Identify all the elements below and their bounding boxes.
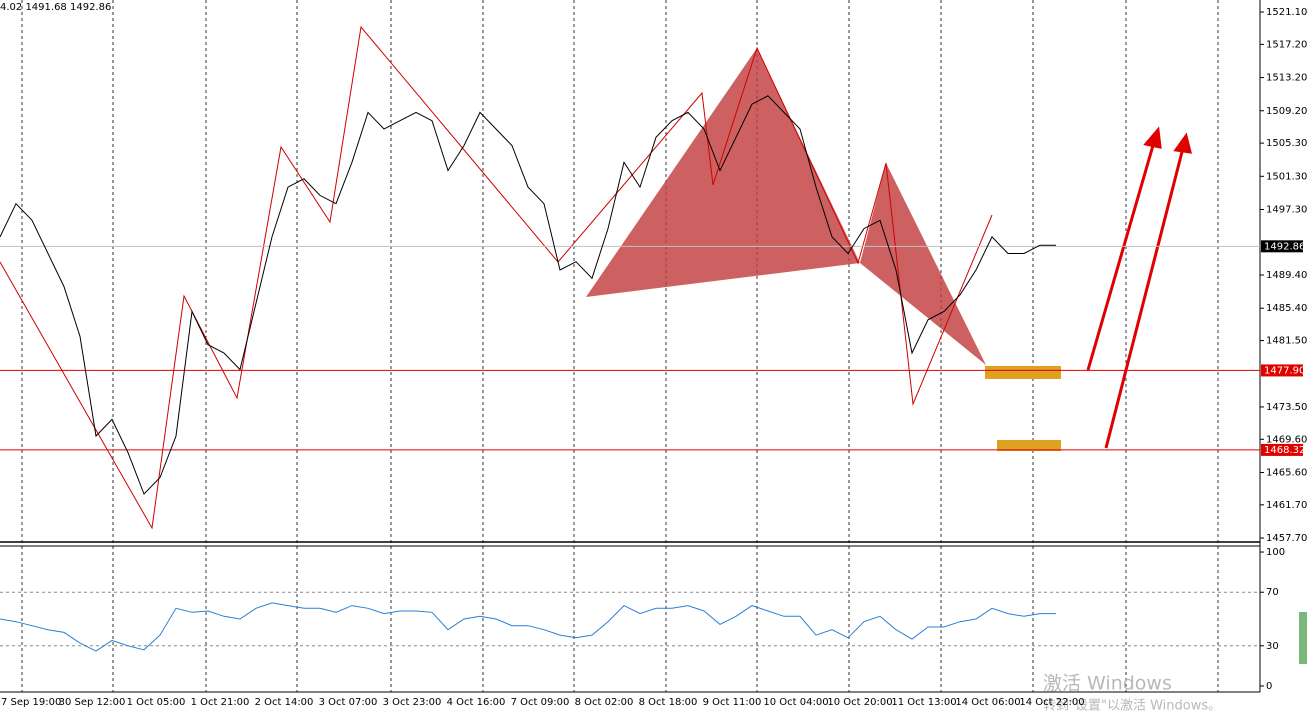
y-tick-label: 1497.30 — [1266, 204, 1307, 215]
side-widget — [1299, 612, 1307, 664]
x-tick-label: 8 Oct 18:00 — [639, 697, 698, 708]
price-line — [0, 95, 1056, 495]
y-tick-label: 0 — [1266, 681, 1272, 692]
arrowhead — [1173, 132, 1192, 154]
price-level-label: 1468.32 — [1264, 445, 1305, 456]
y-tick-label: 1465.60 — [1266, 467, 1307, 478]
y-tick-label: 100 — [1266, 547, 1285, 558]
x-tick-label: 14 Oct 06:00 — [955, 697, 1020, 708]
x-tick-label: 3 Oct 07:00 — [319, 697, 378, 708]
rsi-line — [0, 602, 1056, 652]
y-tick-label: 1457.70 — [1266, 533, 1307, 544]
arrows — [1086, 126, 1192, 449]
x-tick-label: 11 Oct 13:00 — [891, 697, 956, 708]
x-tick-label: 3 Oct 23:00 — [383, 697, 442, 708]
x-tick-label: 7 Oct 09:00 — [511, 697, 570, 708]
price-label-bg — [1261, 364, 1303, 377]
y-tick-label: 1517.20 — [1266, 39, 1307, 50]
x-tick-label: 1 Oct 05:00 — [127, 697, 186, 708]
arrowhead — [1143, 126, 1162, 149]
target-zone — [997, 440, 1061, 451]
y-tick-label: 1473.50 — [1266, 402, 1307, 413]
x-tick-label: 10 Oct 20:00 — [827, 697, 892, 708]
y-tick-label: 30 — [1266, 641, 1279, 652]
y-tick-label: 1481.50 — [1266, 336, 1307, 347]
pattern-triangle — [586, 48, 860, 297]
x-tick-label: 10 Oct 04:00 — [763, 697, 828, 708]
price-label-bg — [1261, 240, 1303, 253]
y-tick-label: 1469.60 — [1266, 434, 1307, 445]
x-tick-label: 2 Oct 14:00 — [255, 697, 314, 708]
x-tick-label: 4 Oct 16:00 — [447, 697, 506, 708]
y-tick-label: 1485.40 — [1266, 303, 1307, 314]
arrow — [1104, 147, 1185, 449]
y-tick-label: 1505.30 — [1266, 138, 1307, 149]
y-tick-label: 70 — [1266, 587, 1279, 598]
x-tick-label: 8 Oct 02:00 — [575, 697, 634, 708]
y-tick-label: 1489.40 — [1266, 270, 1307, 281]
x-tick-label: 14 Oct 22:00 — [1019, 697, 1084, 708]
y-tick-label: 1513.20 — [1266, 73, 1307, 84]
watermark: 转到"设置"以激活 Windows。 — [1043, 699, 1221, 712]
y-tick-label: 1509.20 — [1266, 106, 1307, 117]
arrow — [1086, 141, 1156, 371]
x-tick-label: 9 Oct 11:00 — [703, 697, 762, 708]
y-tick-label: 1461.70 — [1266, 500, 1307, 511]
price-level-label: 1492.86 — [1264, 241, 1305, 252]
price-label-bg — [1261, 443, 1303, 456]
x-tick-label: 27 Sep 19:00 — [0, 697, 61, 708]
watermark: 激活 Windows — [1043, 673, 1172, 695]
target-zone — [985, 366, 1061, 379]
y-tick-label: 1521.10 — [1266, 7, 1307, 18]
y-tick-label: 1501.30 — [1266, 171, 1307, 182]
x-tick-label: 30 Sep 12:00 — [59, 697, 126, 708]
x-tick-label: 1 Oct 21:00 — [191, 697, 250, 708]
header-prices: 4.02 1491.68 1492.86 — [0, 2, 111, 13]
price-level-label: 1477.90 — [1264, 365, 1305, 376]
